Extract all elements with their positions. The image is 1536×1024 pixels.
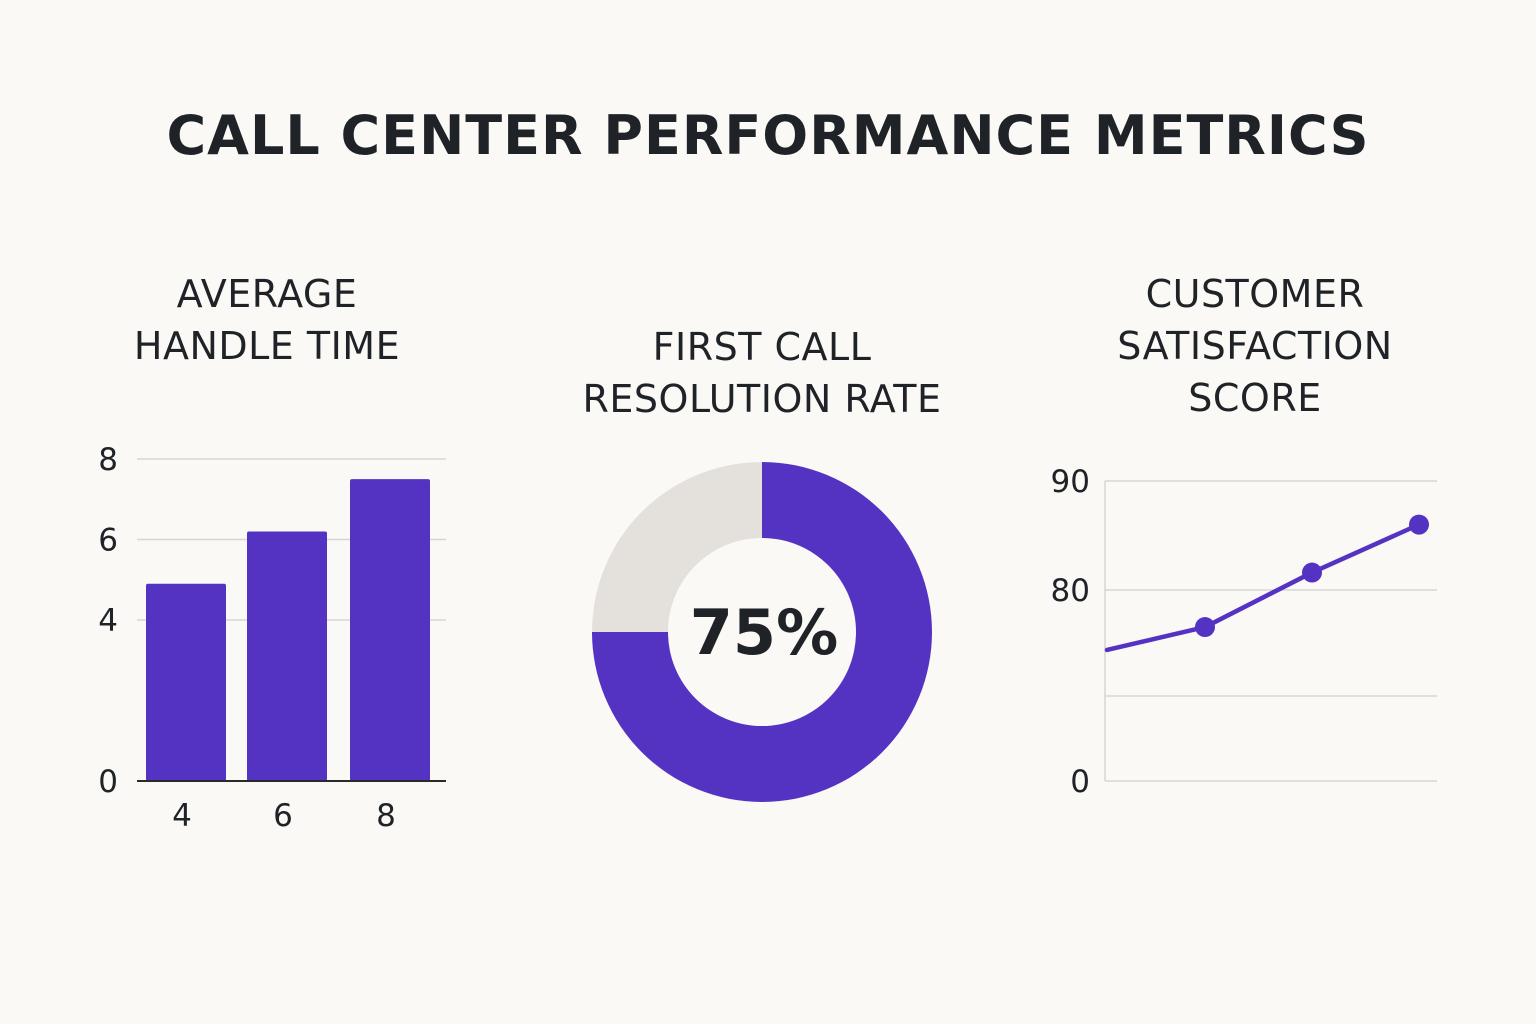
fcr-chart-title: FIRST CALL RESOLUTION RATE — [512, 321, 1012, 425]
fcr-title-line: FIRST CALL — [652, 325, 872, 369]
fcr-resolved-slice — [592, 462, 932, 802]
aht-x-tick-label: 6 — [273, 798, 293, 834]
csat-y-tick-label: 0 — [1070, 764, 1090, 800]
aht-chart-title: AVERAGE HANDLE TIME — [67, 268, 467, 372]
aht-x-tick-label: 4 — [172, 798, 192, 834]
fcr-title-line: RESOLUTION RATE — [582, 377, 942, 421]
csat-point — [1195, 617, 1215, 638]
aht-x-tick-label: 8 — [376, 798, 396, 834]
csat-series-line — [1104, 522, 1422, 653]
aht-title-line: AVERAGE — [176, 272, 358, 316]
aht-y-tick-label: 6 — [98, 523, 118, 559]
aht-title-line: HANDLE TIME — [133, 324, 401, 368]
aht-y-tick-label: 8 — [98, 442, 118, 478]
aht-y-tick-label: 4 — [98, 603, 118, 639]
aht-bar — [146, 583, 226, 781]
aht-y-tick-label: 0 — [98, 764, 118, 800]
csat-point — [1302, 562, 1322, 583]
csat-title-line: SATISFACTION — [1117, 324, 1393, 368]
aht-bar — [247, 531, 327, 781]
aht-bar — [350, 479, 430, 781]
csat-chart-title: CUSTOMER SATISFACTION SCORE — [1000, 268, 1510, 424]
page-title: CALL CENTER PERFORMANCE METRICS — [166, 104, 1370, 167]
csat-title-line: SCORE — [1188, 376, 1322, 420]
fcr-unresolved-slice — [592, 462, 762, 632]
csat-point — [1409, 514, 1429, 535]
fcr-center-label: 75% — [690, 596, 838, 669]
csat-y-tick-label: 90 — [1051, 464, 1090, 500]
csat-title-line: CUSTOMER — [1145, 272, 1365, 316]
csat-y-tick-label: 80 — [1051, 573, 1090, 609]
